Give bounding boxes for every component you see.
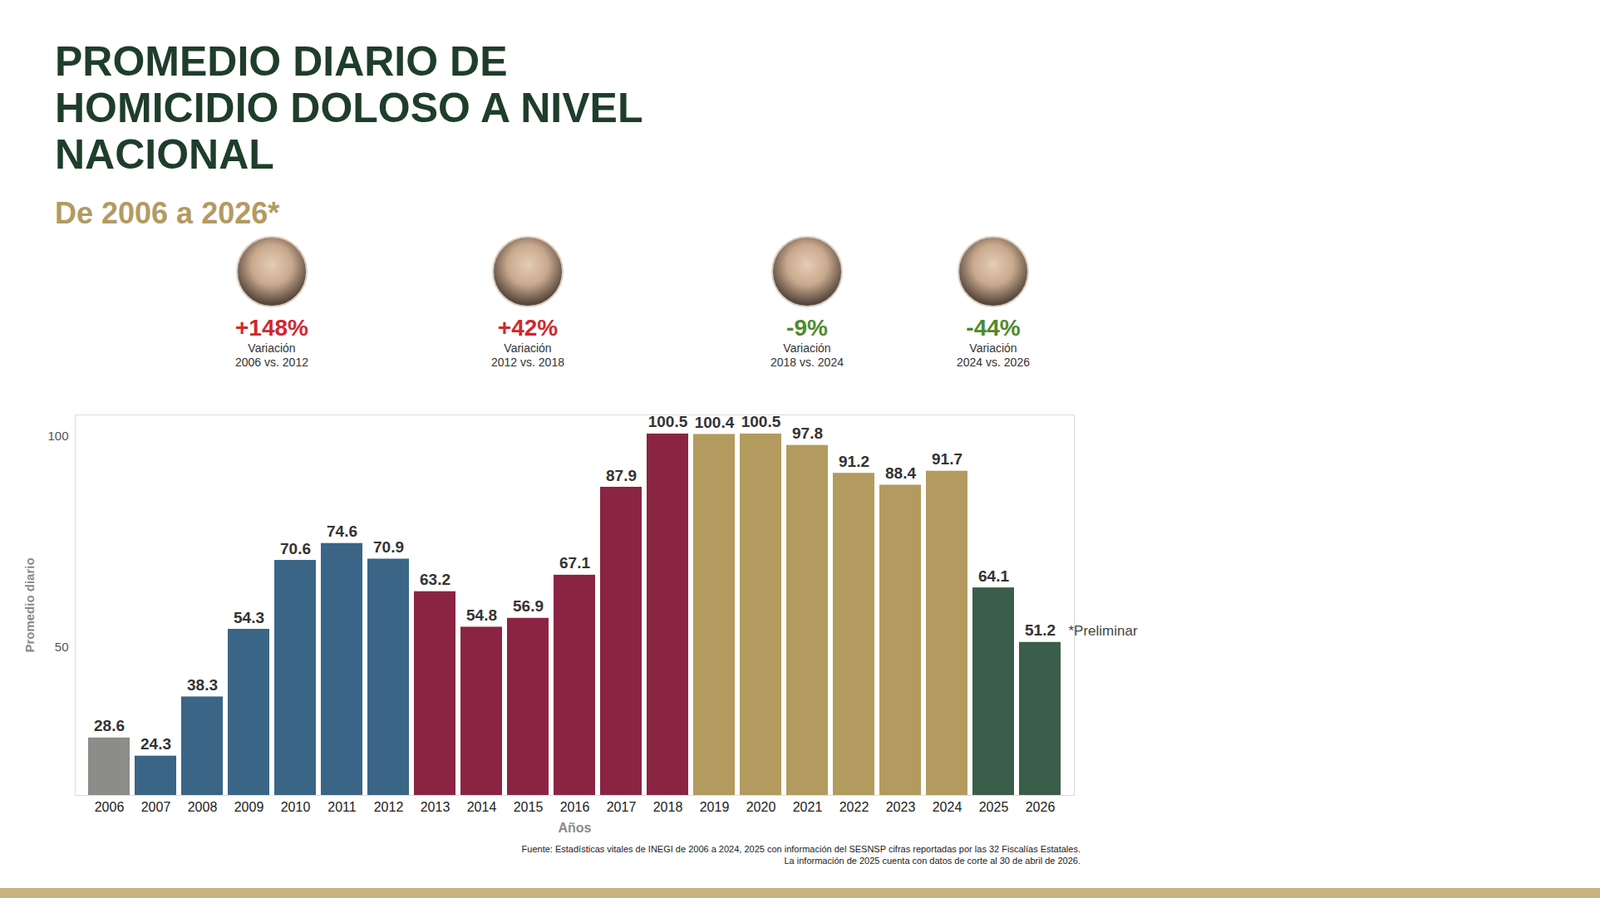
svg-text:2016: 2016 bbox=[560, 800, 591, 815]
html-text:+148%: +148% bbox=[235, 315, 309, 341]
svg-text:2017: 2017 bbox=[606, 800, 637, 815]
svg-text:2013: 2013 bbox=[420, 800, 451, 815]
html-text:Variación: Variación bbox=[783, 341, 831, 355]
svg-text:100: 100 bbox=[47, 428, 69, 444]
svg-text:63.2: 63.2 bbox=[419, 571, 451, 589]
html-text:2012 vs. 2018: 2012 vs. 2018 bbox=[491, 355, 565, 370]
svg-text:2024: 2024 bbox=[932, 800, 963, 815]
html-text:La información de 2025 cuenta: La información de 2025 cuenta con datos … bbox=[784, 856, 1081, 867]
html-text:2018 vs. 2024: 2018 vs. 2024 bbox=[770, 355, 844, 370]
svg-text:2022: 2022 bbox=[839, 800, 870, 815]
svg-text:70.6: 70.6 bbox=[280, 540, 311, 558]
svg-text:2026: 2026 bbox=[1025, 800, 1056, 815]
svg-text:Años: Años bbox=[558, 821, 592, 836]
svg-text:2019: 2019 bbox=[699, 800, 730, 815]
svg-text:2015: 2015 bbox=[513, 800, 544, 815]
svg-text:87.9: 87.9 bbox=[605, 467, 637, 485]
svg-text:2023: 2023 bbox=[886, 800, 916, 815]
html-text:-9%: -9% bbox=[786, 315, 828, 341]
svg-text:2006: 2006 bbox=[94, 800, 125, 815]
svg-text:2021: 2021 bbox=[792, 800, 823, 815]
svg-text:54.3: 54.3 bbox=[233, 609, 265, 627]
svg-text:91.2: 91.2 bbox=[838, 452, 870, 471]
html-text:Fuente: Estadísticas vitales d: Fuente: Estadísticas vitales de INEGI de… bbox=[521, 844, 1081, 855]
svg-text:2008: 2008 bbox=[187, 800, 218, 815]
html-text:Variación: Variación bbox=[247, 341, 296, 355]
svg-text:56.9: 56.9 bbox=[512, 597, 544, 616]
svg-text:70.9: 70.9 bbox=[373, 538, 404, 557]
svg-text:*Preliminar: *Preliminar bbox=[1068, 623, 1138, 640]
html-text:+42%: +42% bbox=[497, 315, 558, 341]
svg-text:28.6: 28.6 bbox=[93, 717, 125, 735]
svg-text:2010: 2010 bbox=[280, 800, 311, 815]
html-text:De 2006 a 2026*: De 2006 a 2026* bbox=[54, 196, 280, 231]
svg-text:64.1: 64.1 bbox=[978, 567, 1010, 586]
svg-text:100.4: 100.4 bbox=[694, 413, 735, 432]
svg-text:2007: 2007 bbox=[141, 800, 172, 815]
svg-text:2009: 2009 bbox=[234, 800, 265, 815]
html-text:PROMEDIO DIARIO DE HOMICIDIO D: PROMEDIO DIARIO DE HOMICIDIO DOLOSO A NI… bbox=[54, 38, 643, 178]
svg-text:88.4: 88.4 bbox=[885, 464, 916, 483]
svg-text:54.8: 54.8 bbox=[466, 606, 498, 625]
svg-text:67.1: 67.1 bbox=[559, 554, 591, 572]
svg-text:74.6: 74.6 bbox=[326, 522, 358, 541]
html-text:Variación: Variación bbox=[969, 341, 1018, 355]
svg-text:50: 50 bbox=[54, 640, 69, 655]
svg-text:38.3: 38.3 bbox=[187, 676, 218, 695]
html-text:2006 vs. 2012: 2006 vs. 2012 bbox=[235, 355, 309, 370]
svg-text:Promedio diario: Promedio diario bbox=[22, 557, 37, 653]
svg-text:51.2: 51.2 bbox=[1024, 621, 1056, 640]
svg-text:24.3: 24.3 bbox=[140, 735, 172, 754]
svg-text:97.8: 97.8 bbox=[792, 424, 823, 443]
svg-text:2012: 2012 bbox=[374, 800, 404, 815]
html-text:-44%: -44% bbox=[966, 315, 1021, 341]
svg-text:100.5: 100.5 bbox=[741, 413, 782, 431]
svg-text:2011: 2011 bbox=[327, 800, 357, 815]
svg-text:2020: 2020 bbox=[746, 800, 777, 815]
svg-text:2018: 2018 bbox=[653, 800, 684, 815]
svg-text:2025: 2025 bbox=[979, 800, 1010, 815]
html-text:Variación: Variación bbox=[503, 341, 552, 355]
svg-text:100.5: 100.5 bbox=[648, 413, 689, 431]
html-text:2024 vs. 2026: 2024 vs. 2026 bbox=[956, 355, 1030, 370]
svg-text:2014: 2014 bbox=[467, 800, 498, 815]
svg-text:91.7: 91.7 bbox=[931, 450, 963, 468]
